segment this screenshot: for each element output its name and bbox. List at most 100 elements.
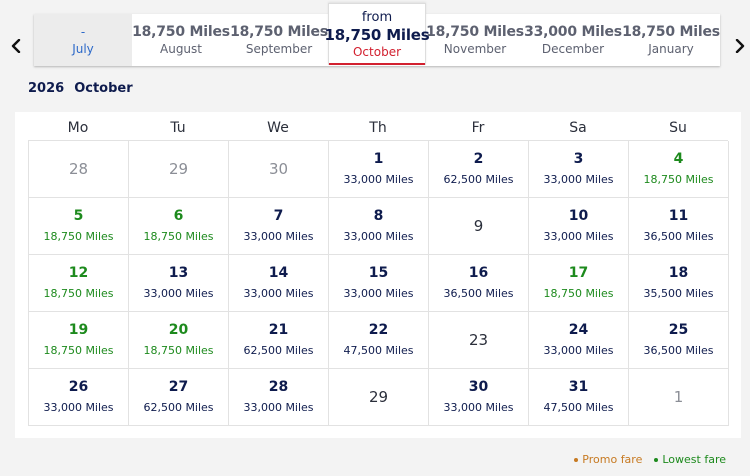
day-miles-price: 18,750 Miles (43, 344, 114, 357)
calendar-day-cell: 1 (629, 369, 729, 426)
day-number: 15 (368, 265, 389, 281)
day-number: 17 (568, 265, 589, 281)
day-number: 16 (468, 265, 489, 281)
calendar-day-cell[interactable]: 29 (329, 369, 429, 426)
calendar-day-cell[interactable]: 11 36,500 Miles (629, 198, 729, 255)
day-number: 30 (468, 379, 489, 395)
day-number: 1 (373, 151, 384, 167)
day-miles-price: 18,750 Miles (543, 287, 614, 300)
day-miles-price: 33,000 Miles (243, 401, 314, 414)
day-number: 2 (473, 151, 484, 167)
calendar-day-cell[interactable]: 31 47,500 Miles (529, 369, 629, 426)
calendar-day-cell[interactable]: 26 33,000 Miles (29, 369, 129, 426)
calendar-day-cell[interactable]: 27 62,500 Miles (129, 369, 229, 426)
day-miles-price: 18,750 Miles (643, 173, 714, 186)
day-miles-price: 33,000 Miles (43, 401, 114, 414)
month-price: 18,750 Miles (230, 24, 328, 40)
day-number: 7 (273, 208, 284, 224)
day-number: 19 (68, 322, 89, 338)
calendar-day-cell[interactable]: 25 36,500 Miles (629, 312, 729, 369)
month-price: - (80, 25, 86, 39)
day-number: 18 (668, 265, 689, 281)
lowest-dot-icon (654, 457, 659, 462)
day-number: 11 (668, 208, 689, 224)
day-miles-price: 33,000 Miles (243, 287, 314, 300)
day-number: 12 (68, 265, 89, 281)
calendar-day-cell[interactable]: 23 (429, 312, 529, 369)
month-tab-july[interactable]: - July (34, 14, 132, 66)
calendar-day-cell[interactable]: 22 47,500 Miles (329, 312, 429, 369)
calendar-day-cell[interactable]: 2 62,500 Miles (429, 141, 529, 198)
day-number: 28 (68, 160, 89, 178)
calendar-day-cell[interactable]: 19 18,750 Miles (29, 312, 129, 369)
calendar-day-cell[interactable]: 28 33,000 Miles (229, 369, 329, 426)
day-miles-price: 62,500 Miles (443, 173, 514, 186)
calendar-day-cell[interactable]: 3 33,000 Miles (529, 141, 629, 198)
chevron-left-icon (11, 39, 21, 53)
calendar-day-cell[interactable]: 15 33,000 Miles (329, 255, 429, 312)
day-number: 27 (168, 379, 189, 395)
calendar-day-cell[interactable]: 16 36,500 Miles (429, 255, 529, 312)
weekday-sa: Sa (569, 120, 587, 136)
day-number: 31 (568, 379, 589, 395)
calendar-day-cell[interactable]: 13 33,000 Miles (129, 255, 229, 312)
month-selector: - July 18,750 Miles August 18,750 Miles Septe… (34, 3, 720, 66)
calendar-day-cell[interactable]: 17 18,750 Miles (529, 255, 629, 312)
calendar-day-cell[interactable]: 6 18,750 Miles (129, 198, 229, 255)
legend-promo: Promo fare (574, 453, 642, 466)
legend-lowest: Lowest fare (654, 453, 726, 466)
month-name: July (72, 42, 94, 56)
calendar-day-cell[interactable]: 7 33,000 Miles (229, 198, 329, 255)
day-number: 22 (368, 322, 389, 338)
day-number: 30 (268, 160, 289, 178)
month-tab-december[interactable]: 33,000 Miles December (524, 14, 622, 66)
next-months-button[interactable] (730, 34, 750, 58)
day-number: 10 (568, 208, 589, 224)
calendar-day-cell[interactable]: 18 35,500 Miles (629, 255, 729, 312)
calendar-day-cell[interactable]: 21 62,500 Miles (229, 312, 329, 369)
calendar-day-cell[interactable]: 5 18,750 Miles (29, 198, 129, 255)
calendar-day-cell[interactable]: 24 33,000 Miles (529, 312, 629, 369)
month-price: 18,750 Miles (622, 24, 720, 40)
day-miles-price: 33,000 Miles (543, 173, 614, 186)
month-tab-october[interactable]: from 18,750 Miles October (324, 3, 430, 65)
day-number: 29 (168, 160, 189, 178)
weekday-mo: Mo (67, 120, 89, 136)
weekday-su: Su (669, 120, 687, 136)
calendar-day-cell[interactable]: 10 33,000 Miles (529, 198, 629, 255)
month-name: August (160, 42, 202, 56)
month-tab-january[interactable]: 18,750 Miles January (622, 14, 720, 66)
calendar-day-cell[interactable]: 4 18,750 Miles (629, 141, 729, 198)
month-tab-august[interactable]: 18,750 Miles August (132, 14, 230, 66)
calendar-day-cell[interactable]: 9 (429, 198, 529, 255)
month-tab-september[interactable]: 18,750 Miles September (230, 14, 328, 66)
calendar-day-cell[interactable]: 8 33,000 Miles (329, 198, 429, 255)
day-miles-price: 18,750 Miles (143, 344, 214, 357)
day-number: 23 (468, 331, 489, 349)
previous-months-button[interactable] (6, 34, 26, 58)
calendar-day-cell: 28 (29, 141, 129, 198)
month-name: October (352, 45, 402, 59)
day-number: 8 (373, 208, 384, 224)
day-miles-price: 33,000 Miles (343, 230, 414, 243)
day-number: 26 (68, 379, 89, 395)
day-number: 21 (268, 322, 289, 338)
weekday-header: Mo Tu We Th Fr Sa Su (28, 112, 728, 140)
day-miles-price: 47,500 Miles (543, 401, 614, 414)
calendar-day-cell[interactable]: 14 33,000 Miles (229, 255, 329, 312)
calendar-day-cell[interactable]: 1 33,000 Miles (329, 141, 429, 198)
month-price: 18,750 Miles (324, 26, 430, 44)
calendar-month: October (74, 81, 133, 96)
calendar-day-cell[interactable]: 30 33,000 Miles (429, 369, 529, 426)
weekday-tu: Tu (170, 120, 186, 136)
day-number: 28 (268, 379, 289, 395)
month-price: 18,750 Miles (132, 24, 230, 40)
calendar-day-cell[interactable]: 12 18,750 Miles (29, 255, 129, 312)
day-miles-price: 18,750 Miles (43, 287, 114, 300)
calendar-day-cell[interactable]: 20 18,750 Miles (129, 312, 229, 369)
month-price: 33,000 Miles (524, 24, 622, 40)
day-number: 4 (673, 151, 684, 167)
day-miles-price: 33,000 Miles (143, 287, 214, 300)
month-price: 18,750 Miles (426, 24, 524, 40)
month-tab-november[interactable]: 18,750 Miles November (426, 14, 524, 66)
